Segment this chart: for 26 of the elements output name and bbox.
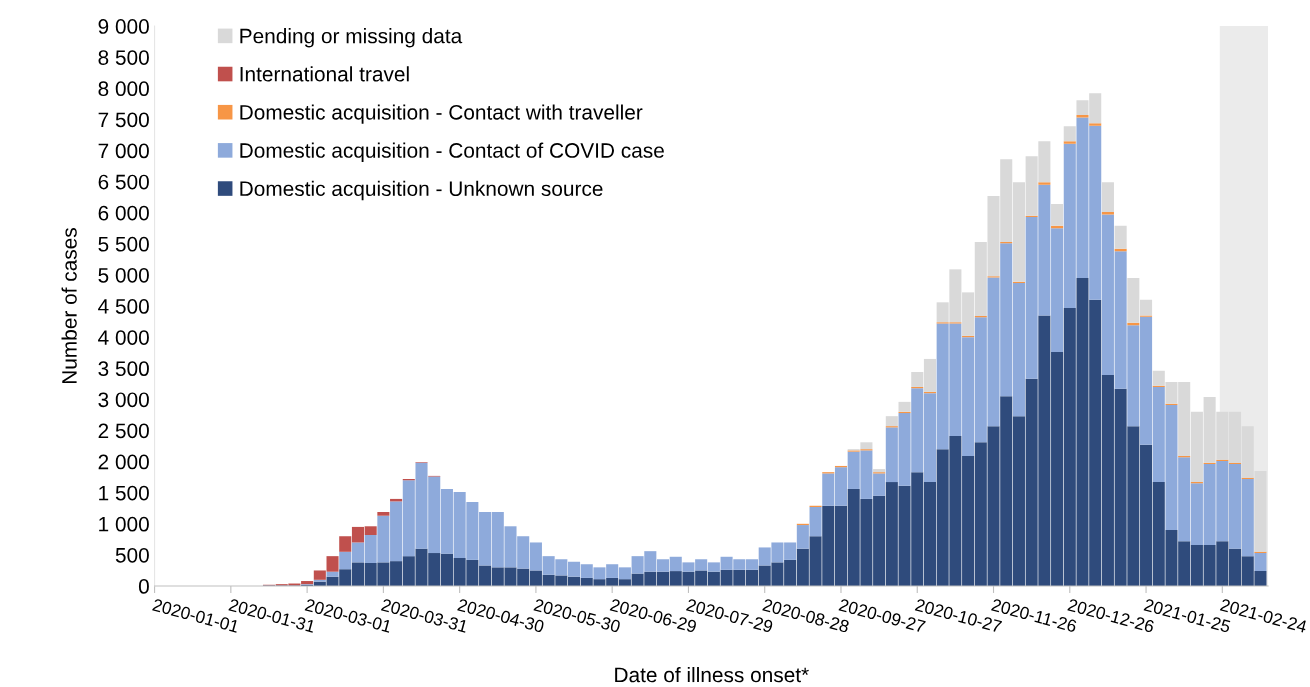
y-tick-label: 6 000 — [98, 205, 149, 221]
y-tick-label: 500 — [115, 547, 149, 563]
y-tick-label: 8 000 — [98, 81, 149, 97]
y-tick-label: 2 000 — [98, 454, 149, 470]
legend-label: Pending or missing data — [240, 28, 463, 48]
y-tick-label: 4 000 — [98, 330, 149, 345]
x-axis-title: Date of illness onset* — [615, 666, 809, 683]
y-tick-label: 7 500 — [98, 112, 149, 128]
y-axis-title: Number of cases — [61, 228, 77, 384]
y-tick-label: 5 000 — [98, 267, 149, 283]
y-tick-label: 3 000 — [98, 392, 149, 408]
y-tick-label: 8 500 — [98, 50, 149, 65]
y-tick-label: 9 000 — [98, 19, 149, 34]
y-tick-label: 5 500 — [98, 236, 149, 252]
y-tick-label: 7 000 — [98, 143, 149, 159]
y-tick-label: 1 000 — [99, 516, 149, 532]
y-tick-label: 2 500 — [98, 423, 149, 439]
legend-label: International travel — [240, 66, 409, 82]
y-tick-label: 6 500 — [98, 174, 149, 190]
legend-label: Domestic acquisition - Unknown source — [240, 180, 603, 201]
y-tick-label: 3 500 — [98, 361, 149, 377]
legend-label: Domestic acquisition - Contact of COVID case — [240, 142, 664, 162]
y-tick-label: 1 500 — [99, 485, 149, 501]
y-tick-label: 0 — [138, 579, 149, 594]
y-tick-label: 4 500 — [98, 299, 149, 314]
legend-label: Domestic acquisition - Contact with traveller — [240, 104, 643, 124]
